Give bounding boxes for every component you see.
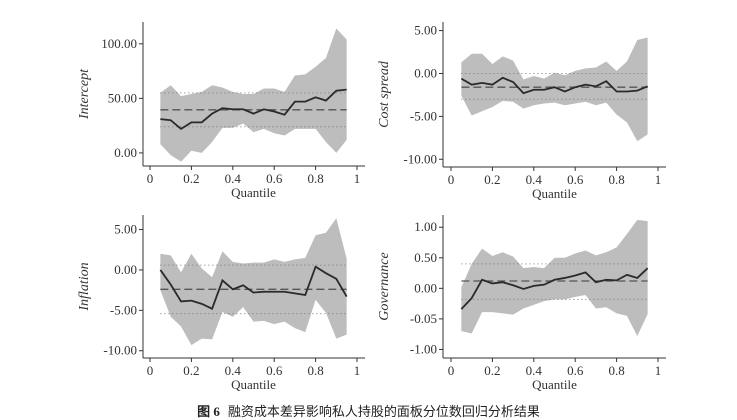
y-tick-label: -1.00 xyxy=(410,341,437,356)
x-tick-label: 0.4 xyxy=(225,363,242,378)
y-axis-label: Cost spread xyxy=(377,60,392,128)
x-tick-label: 0.4 xyxy=(225,171,242,186)
panel-governance: -1.00 -0.05 0.00 0.50 1.00 0 0.2 0.4 0.6 0.8 1 Quan… xyxy=(377,215,666,392)
confidence-band xyxy=(160,218,347,346)
x-tick-label: 1 xyxy=(655,172,662,187)
y-tick-label: 0.00 xyxy=(414,280,437,295)
quantile-coefficient-line xyxy=(159,265,348,310)
x-axis-label: Quantile xyxy=(532,377,577,392)
x-tick-label: 0 xyxy=(147,171,154,186)
y-tick-label: -10.00 xyxy=(103,343,137,358)
x-tick-label: 0 xyxy=(448,363,455,378)
figure-number: 图 6 xyxy=(197,404,220,419)
x-tick-label: 1 xyxy=(655,363,662,378)
panel-intercept: 0.00 50.00 100.00 0 0.2 0.4 0.6 0.8 1 Quantile Int… xyxy=(77,22,365,200)
x-tick-label: 0.6 xyxy=(567,172,584,187)
y-axis-label: Intercept xyxy=(77,68,92,120)
x-tick-label: 0.2 xyxy=(484,363,500,378)
x-tick-label: 0.8 xyxy=(608,172,624,187)
x-tick-label: 0.8 xyxy=(307,363,323,378)
x-tick-label: 1 xyxy=(354,363,361,378)
x-tick-label: 1 xyxy=(354,171,361,186)
quantile-coefficient-line xyxy=(460,76,648,95)
y-tick-label: -5.00 xyxy=(410,108,437,123)
x-axis-label: Quantile xyxy=(231,185,276,200)
x-tick-label: 0.6 xyxy=(266,171,283,186)
y-tick-label: -0.05 xyxy=(410,311,437,326)
confidence-band xyxy=(160,28,347,162)
y-tick-label: 5.00 xyxy=(114,222,137,237)
panel-cost-spread: -10.00 -5.00 0.00 5.00 0 0.2 0.4 0.6 0.8 1 Quantil… xyxy=(377,22,666,201)
x-tick-label: 0.6 xyxy=(567,363,584,378)
y-tick-label: 0.50 xyxy=(414,250,437,265)
x-tick-label: 0.2 xyxy=(183,363,199,378)
y-tick-label: 100.00 xyxy=(101,36,137,51)
x-tick-label: 0 xyxy=(147,363,154,378)
confidence-band xyxy=(461,37,648,142)
y-tick-label: -5.00 xyxy=(110,302,137,317)
x-tick-label: 0.8 xyxy=(608,363,624,378)
x-tick-label: 0.2 xyxy=(484,172,500,187)
x-tick-label: 0 xyxy=(448,172,455,187)
y-tick-label: 0.00 xyxy=(114,145,137,160)
x-tick-label: 0.8 xyxy=(307,171,323,186)
x-tick-label: 0.6 xyxy=(266,363,283,378)
x-tick-label: 0.4 xyxy=(526,363,543,378)
confidence-band xyxy=(461,219,648,336)
y-tick-label: -10.00 xyxy=(403,151,437,166)
quantile-coefficient-line xyxy=(160,88,347,131)
quantile-coefficient-line xyxy=(460,267,649,310)
panel-inflation: -10.00 -5.00 0.00 5.00 0 0.2 0.4 0.6 0.8 1 Quantil… xyxy=(77,215,365,392)
y-tick-label: 5.00 xyxy=(414,23,437,38)
x-tick-label: 0.4 xyxy=(526,172,543,187)
figure-caption: 图 6 融资成本差异影响私人持股的面板分位数回归分析结果 xyxy=(0,401,737,420)
x-tick-label: 0.2 xyxy=(183,171,199,186)
y-tick-label: 1.00 xyxy=(414,219,437,234)
y-tick-label: 0.00 xyxy=(414,65,437,80)
y-axis-label: Governance xyxy=(377,252,392,320)
y-axis-label: Inflation xyxy=(77,262,92,311)
x-axis-label: Quantile xyxy=(532,186,577,201)
x-axis-label: Quantile xyxy=(231,377,276,392)
y-tick-label: 0.00 xyxy=(114,262,137,277)
figure-title: 融资成本差异影响私人持股的面板分位数回归分析结果 xyxy=(227,405,540,420)
y-tick-label: 50.00 xyxy=(108,90,137,105)
